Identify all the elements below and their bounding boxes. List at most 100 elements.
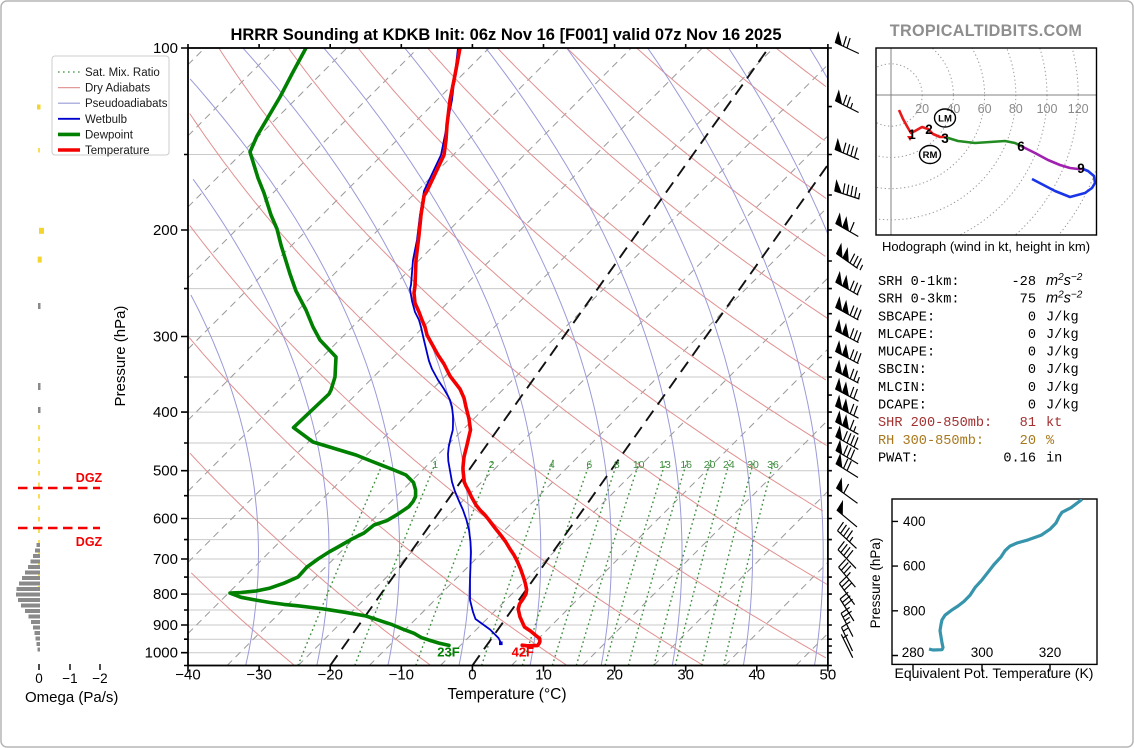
svg-text:DCAPE:: DCAPE:	[878, 399, 927, 414]
svg-text:9: 9	[1077, 161, 1085, 176]
svg-text:RM: RM	[923, 150, 938, 161]
svg-text:PWAT:: PWAT:	[878, 452, 919, 467]
svg-text:0: 0	[1028, 346, 1036, 361]
svg-text:Temperature (°C): Temperature (°C)	[447, 686, 566, 703]
svg-text:Pressure (hPa): Pressure (hPa)	[112, 306, 129, 407]
svg-text:20: 20	[704, 459, 716, 471]
svg-text:60: 60	[978, 102, 992, 116]
svg-text:0: 0	[1028, 399, 1036, 414]
svg-text:500: 500	[153, 463, 178, 480]
svg-text:200: 200	[153, 222, 178, 239]
svg-text:320: 320	[1039, 645, 1062, 660]
svg-text:SBCAPE:: SBCAPE:	[878, 310, 935, 325]
svg-text:42F: 42F	[512, 645, 534, 660]
svg-text:DGZ: DGZ	[76, 471, 103, 485]
svg-text:SHR 200-850mb:: SHR 200-850mb:	[878, 416, 992, 431]
svg-text:SRH 0-1km:: SRH 0-1km:	[878, 275, 960, 290]
svg-text:600: 600	[903, 559, 926, 574]
svg-text:10: 10	[633, 459, 645, 471]
svg-text:%: %	[1046, 434, 1055, 449]
svg-text:40: 40	[946, 102, 960, 116]
svg-text:1: 1	[908, 127, 916, 142]
svg-text:16: 16	[680, 459, 692, 471]
svg-text:50: 50	[820, 667, 837, 684]
svg-text:Pseudoadiabats: Pseudoadiabats	[85, 98, 168, 110]
svg-text:300: 300	[153, 329, 178, 346]
svg-text:13: 13	[659, 459, 671, 471]
svg-text:800: 800	[153, 586, 178, 603]
svg-text:−2: −2	[92, 671, 107, 686]
svg-text:40: 40	[748, 667, 765, 684]
svg-text:10: 10	[535, 667, 552, 684]
svg-text:SRH 0-3km:: SRH 0-3km:	[878, 293, 960, 308]
svg-text:J/kg: J/kg	[1046, 346, 1079, 361]
svg-text:MUCAPE:: MUCAPE:	[878, 346, 935, 361]
svg-text:Hodograph (wind in kt, height: Hodograph (wind in kt, height in km)	[882, 239, 1090, 254]
svg-text:TROPICALTIDBITS.COM: TROPICALTIDBITS.COM	[890, 22, 1082, 40]
svg-text:20: 20	[1020, 434, 1036, 449]
svg-text:24: 24	[723, 459, 735, 471]
svg-text:36: 36	[767, 459, 779, 471]
svg-text:6: 6	[586, 459, 592, 471]
svg-text:Dry Adiabats: Dry Adiabats	[85, 83, 150, 95]
svg-text:20: 20	[606, 667, 623, 684]
svg-text:4: 4	[549, 459, 555, 471]
svg-text:0: 0	[1028, 328, 1036, 343]
svg-text:30: 30	[747, 459, 759, 471]
svg-text:DGZ: DGZ	[76, 535, 103, 549]
svg-text:280: 280	[902, 645, 925, 660]
svg-text:0: 0	[1028, 381, 1036, 396]
svg-text:400: 400	[903, 514, 926, 529]
svg-text:Equivalent Pot. Temperature (K: Equivalent Pot. Temperature (K)	[895, 665, 1094, 681]
svg-text:Wetbulb: Wetbulb	[85, 114, 127, 126]
svg-text:J/kg: J/kg	[1046, 363, 1079, 378]
svg-text:800: 800	[903, 603, 926, 618]
svg-text:23F: 23F	[437, 645, 459, 660]
svg-text:2: 2	[925, 122, 933, 137]
svg-text:100: 100	[153, 40, 178, 57]
svg-text:RH 300-850mb:: RH 300-850mb:	[878, 434, 984, 449]
svg-text:0: 0	[35, 671, 43, 686]
svg-text:80: 80	[1009, 102, 1023, 116]
svg-text:900: 900	[153, 617, 178, 634]
svg-text:−30: −30	[246, 667, 271, 684]
svg-text:HRRR Sounding at KDKB Init: 06: HRRR Sounding at KDKB Init: 06z Nov 16 […	[230, 26, 781, 44]
svg-text:400: 400	[153, 404, 178, 421]
svg-text:Pressure (hPa): Pressure (hPa)	[868, 538, 883, 629]
svg-text:J/kg: J/kg	[1046, 310, 1079, 325]
svg-text:−10: −10	[389, 667, 414, 684]
svg-text:300: 300	[971, 645, 994, 660]
svg-text:Temperature: Temperature	[85, 145, 150, 157]
svg-text:81: 81	[1020, 416, 1036, 431]
svg-text:0: 0	[1028, 363, 1036, 378]
svg-text:-28: -28	[1012, 275, 1036, 290]
svg-text:8: 8	[614, 459, 620, 471]
svg-text:MLCIN:: MLCIN:	[878, 381, 927, 396]
svg-text:LM: LM	[938, 114, 952, 125]
svg-text:−40: −40	[175, 667, 200, 684]
svg-text:20: 20	[915, 102, 929, 116]
svg-text:1: 1	[432, 459, 438, 471]
svg-text:100: 100	[1037, 102, 1058, 116]
svg-text:J/kg: J/kg	[1046, 328, 1079, 343]
svg-text:30: 30	[677, 667, 694, 684]
svg-text:0: 0	[468, 667, 476, 684]
svg-text:6: 6	[1017, 139, 1025, 154]
svg-text:Sat. Mix. Ratio: Sat. Mix. Ratio	[85, 67, 160, 79]
svg-text:75: 75	[1020, 293, 1036, 308]
svg-text:2: 2	[489, 459, 495, 471]
svg-text:MLCAPE:: MLCAPE:	[878, 328, 935, 343]
svg-text:J/kg: J/kg	[1046, 381, 1079, 396]
svg-text:kt: kt	[1046, 416, 1062, 431]
svg-text:600: 600	[153, 511, 178, 528]
svg-text:−20: −20	[317, 667, 342, 684]
svg-text:3: 3	[941, 131, 949, 146]
svg-text:0: 0	[1028, 310, 1036, 325]
svg-text:1000: 1000	[145, 645, 178, 662]
svg-text:−1: −1	[62, 671, 77, 686]
svg-text:SBCIN:: SBCIN:	[878, 363, 927, 378]
svg-text:700: 700	[153, 551, 178, 568]
svg-text:120: 120	[1068, 102, 1089, 116]
svg-text:Dewpoint: Dewpoint	[85, 129, 134, 141]
svg-text:Omega (Pa/s): Omega (Pa/s)	[25, 689, 118, 706]
